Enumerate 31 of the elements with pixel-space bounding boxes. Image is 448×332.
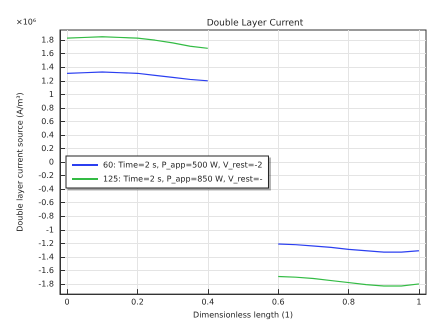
y-tick-label: 0.2 [41,144,54,154]
y-axis-title: Double layer current source (A/m³) [16,92,24,232]
x-tick-label: 0.6 [272,298,285,307]
y-tick-label: -1.2 [38,238,54,248]
y-tick-label: 0 [48,158,54,167]
y-tick-label: 1.8 [41,36,54,45]
y-tick-label: 1 [48,90,54,99]
y-tick-label: 1.6 [41,49,54,58]
y-tick-label: 1.4 [41,62,54,72]
y-tick-label: 1.2 [41,76,54,86]
y-tick-label: -1.4 [38,252,54,262]
x-tick-label: 1 [416,298,422,307]
chart-title: Double Layer Current [206,18,304,28]
y-tick-label: -0.4 [38,184,54,194]
y-tick-label: -1.6 [38,266,54,275]
x-tick-label: 0.4 [201,298,214,307]
legend-label: 125: Time=2 s, P_app=850 W, V_rest=- [103,174,263,184]
x-axis-title: Dimensionless length (1) [193,310,293,320]
x-tick-label: 0.8 [342,298,355,307]
text: ×10⁶ [16,18,36,26]
y-tick-label: -1.8 [38,279,54,288]
y-tick-label: 0.8 [41,103,54,112]
y-tick-label: -1 [46,225,54,234]
y-tick-label: -0.2 [38,171,54,180]
legend-label: 60: Time=2 s, P_app=500 W, V_rest=-2 [103,160,262,170]
y-tick-label: 0.6 [41,116,54,126]
y-tick-label: -0.8 [38,212,54,221]
y-tick-label: 0.4 [41,130,54,140]
x-tick-label: 0.2 [131,298,144,307]
x-tick-label: 0 [64,298,70,307]
y-tick-label: -0.6 [38,198,54,208]
